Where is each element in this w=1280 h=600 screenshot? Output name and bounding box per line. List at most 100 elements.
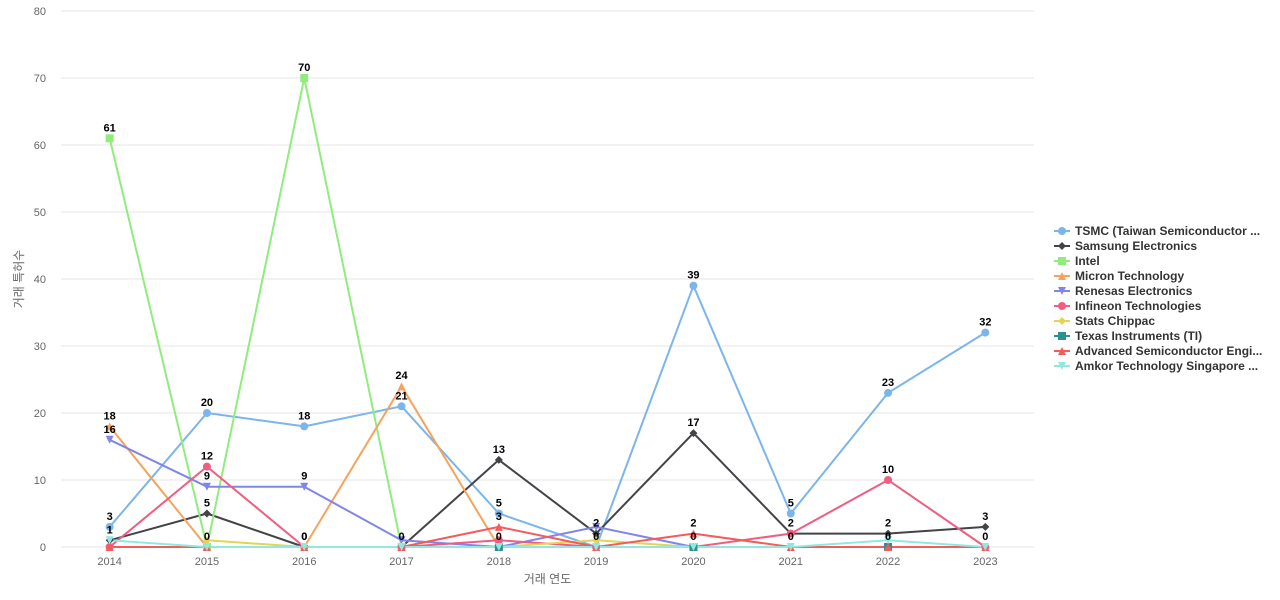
x-tick-label: 2022 — [876, 556, 900, 568]
series-7-point — [202, 536, 211, 545]
y-tick-label: 20 — [34, 408, 46, 420]
series-10-point — [689, 543, 698, 551]
legend-label: Advanced Semiconductor Engi... — [1075, 344, 1262, 358]
legend-item[interactable]: Micron Technology — [1054, 269, 1184, 283]
legend-label: Samsung Electronics — [1075, 239, 1197, 253]
series-2-data-label: 0 — [301, 531, 307, 543]
legend-item[interactable]: Intel — [1054, 254, 1100, 268]
y-axis-title: 거래 특허수 — [12, 250, 26, 309]
series-2-point — [202, 509, 211, 518]
series-1-line — [108, 284, 986, 548]
y-tick-label: 30 — [34, 341, 46, 353]
series-1-point — [105, 522, 114, 531]
legend-item[interactable]: Amkor Technology Singapore ... — [1054, 359, 1258, 373]
series-2-point — [884, 529, 893, 538]
series-1-point — [397, 402, 406, 411]
series-2-data-label: 2 — [788, 518, 794, 530]
series-1-data-label: 5 — [788, 498, 794, 510]
legend-item[interactable]: Advanced Semiconductor Engi... — [1054, 344, 1262, 358]
series-10-point — [300, 543, 309, 551]
legend-item[interactable]: Texas Instruments (TI) — [1054, 329, 1202, 343]
series-9-point — [689, 529, 698, 538]
series-10-point — [397, 543, 406, 551]
legend-item[interactable]: Renesas Electronics — [1054, 284, 1193, 298]
legend-marker — [1058, 242, 1066, 250]
series-10-point — [884, 536, 893, 545]
x-tick-label: 2017 — [389, 556, 413, 568]
series-9-point — [105, 543, 114, 551]
y-tick-label: 70 — [34, 73, 46, 85]
series-6-point — [884, 476, 893, 484]
legend-label: Texas Instruments (TI) — [1075, 329, 1202, 343]
x-tick-label: 2020 — [681, 556, 705, 568]
series-9-data-label: 0 — [982, 531, 988, 543]
y-axis-ticks: 0 10 20 30 40 50 60 70 80 — [34, 6, 46, 554]
series-9-data-label: 3 — [496, 511, 502, 523]
legend-marker — [1058, 287, 1066, 295]
y-tick-label: 60 — [34, 140, 46, 152]
series-2-data-label: 13 — [493, 444, 505, 456]
series-9-point — [494, 522, 503, 531]
series-2-data-label: 3 — [982, 511, 988, 523]
series-2-point — [494, 455, 503, 464]
series-4-data-label: 18 — [104, 410, 116, 422]
legend-label: Intel — [1075, 254, 1100, 268]
series-10-line — [109, 539, 986, 548]
legend-item[interactable]: Infineon Technologies — [1054, 299, 1202, 313]
series-9-data-label: 0 — [788, 531, 794, 543]
legend-marker — [1058, 227, 1066, 235]
series-5-point — [592, 522, 601, 531]
series-5-data-label: 9 — [204, 471, 210, 483]
x-tick-label: 2015 — [195, 556, 219, 568]
legend-label: Infineon Technologies — [1075, 299, 1202, 313]
series-1-point — [786, 509, 795, 518]
legend-label: Amkor Technology Singapore ... — [1075, 359, 1258, 373]
series-6-point — [202, 462, 211, 471]
series-2-data-label: 2 — [593, 518, 599, 530]
legend-label: Micron Technology — [1075, 269, 1184, 283]
series-1-data-label: 18 — [298, 410, 310, 422]
legend-item[interactable]: Stats Chippac — [1054, 314, 1155, 328]
series-1-point — [689, 281, 698, 290]
series-1-point — [884, 388, 893, 397]
series-1-data-label: 21 — [395, 390, 407, 402]
series-1-data-label: 20 — [201, 397, 213, 409]
series-10-point — [981, 543, 990, 551]
series-10-data-label: 0 — [690, 531, 696, 543]
legend-item[interactable]: TSMC (Taiwan Semiconductor ... — [1054, 224, 1260, 238]
series-10-point — [592, 543, 601, 551]
series-2-data-label: 1 — [107, 524, 113, 536]
series-3-data-label: 61 — [104, 122, 116, 134]
series-7-point — [592, 536, 601, 545]
series-10-data-label: 0 — [593, 531, 599, 543]
series-6-data-label: 10 — [882, 464, 894, 476]
series-1-data-label: 39 — [687, 270, 699, 282]
legend-marker — [1058, 272, 1066, 280]
series-10-data-label: 0 — [204, 531, 210, 543]
series-4-point — [105, 422, 114, 431]
series-3-line — [108, 77, 403, 548]
series-1-point — [981, 328, 990, 337]
series-10-data-label: 0 — [398, 531, 404, 543]
series-lines — [108, 77, 986, 548]
series-5-point — [105, 435, 114, 444]
y-tick-label: 50 — [34, 207, 46, 219]
series-5-data-label: 16 — [104, 424, 116, 436]
legend-marker — [1058, 347, 1066, 355]
x-axis-title: 거래 연도 — [524, 572, 572, 586]
series-2-point — [689, 429, 698, 438]
series-2-point — [592, 529, 601, 538]
series-10-data-label: 0 — [496, 531, 502, 543]
y-tick-label: 40 — [34, 274, 46, 286]
legend-marker — [1058, 257, 1066, 265]
legend-label: TSMC (Taiwan Semiconductor ... — [1075, 224, 1260, 238]
series-1-data-label: 32 — [979, 317, 991, 329]
series-4-point — [397, 382, 406, 391]
y-tick-label: 0 — [40, 542, 46, 554]
x-tick-label: 2016 — [292, 556, 316, 568]
x-tick-label: 2023 — [973, 556, 997, 568]
legend-item[interactable]: Samsung Electronics — [1054, 239, 1197, 253]
series-6-line — [109, 465, 986, 548]
